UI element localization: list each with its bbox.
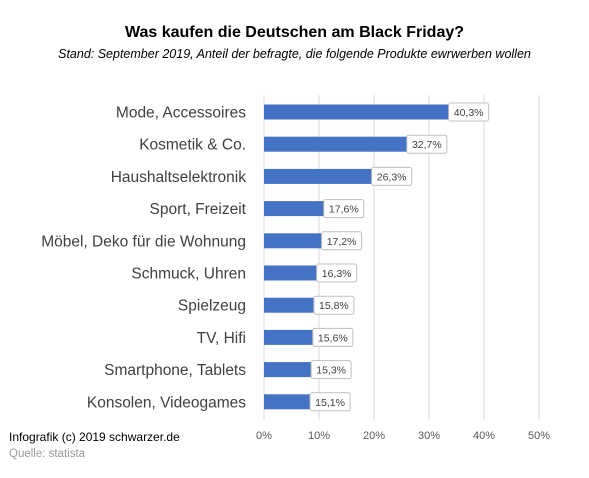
category-label: Sport, Freizeit (150, 201, 247, 218)
data-label: 15,6% (318, 332, 348, 344)
x-tick-label: 50% (528, 430, 550, 442)
data-label-box (321, 231, 363, 251)
x-tick-label: 0% (256, 430, 272, 442)
category-label: Möbel, Deko für die Wohnung (41, 233, 246, 250)
bar (264, 104, 486, 120)
data-label-box (371, 166, 413, 186)
data-label: 15,8% (319, 300, 349, 312)
chart-subtitle: Stand: September 2019, Anteil der befrag… (58, 47, 531, 61)
category-label: Spielzeug (178, 298, 246, 315)
data-label: 17,6% (329, 204, 359, 216)
data-label: 17,2% (327, 236, 357, 248)
data-label-box (309, 392, 351, 412)
data-label: 32,7% (412, 139, 442, 151)
x-tick-label: 40% (473, 430, 495, 442)
data-label: 26,3% (377, 171, 407, 183)
x-tick-label: 10% (308, 430, 330, 442)
data-label: 15,1% (315, 397, 345, 409)
data-label: 40,3% (454, 107, 484, 119)
chart-title: Was kaufen die Deutschen am Black Friday… (124, 24, 465, 41)
x-tick-label: 20% (363, 430, 385, 442)
category-label: TV, Hifi (197, 330, 246, 347)
data-label-box (310, 360, 352, 380)
category-label: Mode, Accessoires (116, 105, 246, 122)
category-label: Haushaltselektronik (111, 169, 247, 186)
data-label-box (313, 295, 355, 315)
category-label: Schmuck, Uhren (131, 266, 246, 283)
data-label: 15,3% (316, 365, 346, 377)
data-label-box (316, 263, 358, 283)
category-label: Konsolen, Videogames (87, 394, 246, 411)
data-label-box (312, 327, 354, 347)
credit-text: Infografik (c) 2019 schwarzer.de (9, 430, 180, 444)
category-label: Kosmetik & Co. (139, 137, 246, 154)
data-label-box (448, 102, 490, 122)
bar (264, 136, 444, 152)
category-label: Smartphone, Tablets (104, 362, 246, 379)
data-label-box (406, 134, 448, 154)
data-label: 16,3% (322, 268, 352, 280)
source-text: Quelle: statista (9, 448, 86, 460)
data-label-box (323, 199, 365, 219)
x-tick-label: 30% (418, 430, 440, 442)
